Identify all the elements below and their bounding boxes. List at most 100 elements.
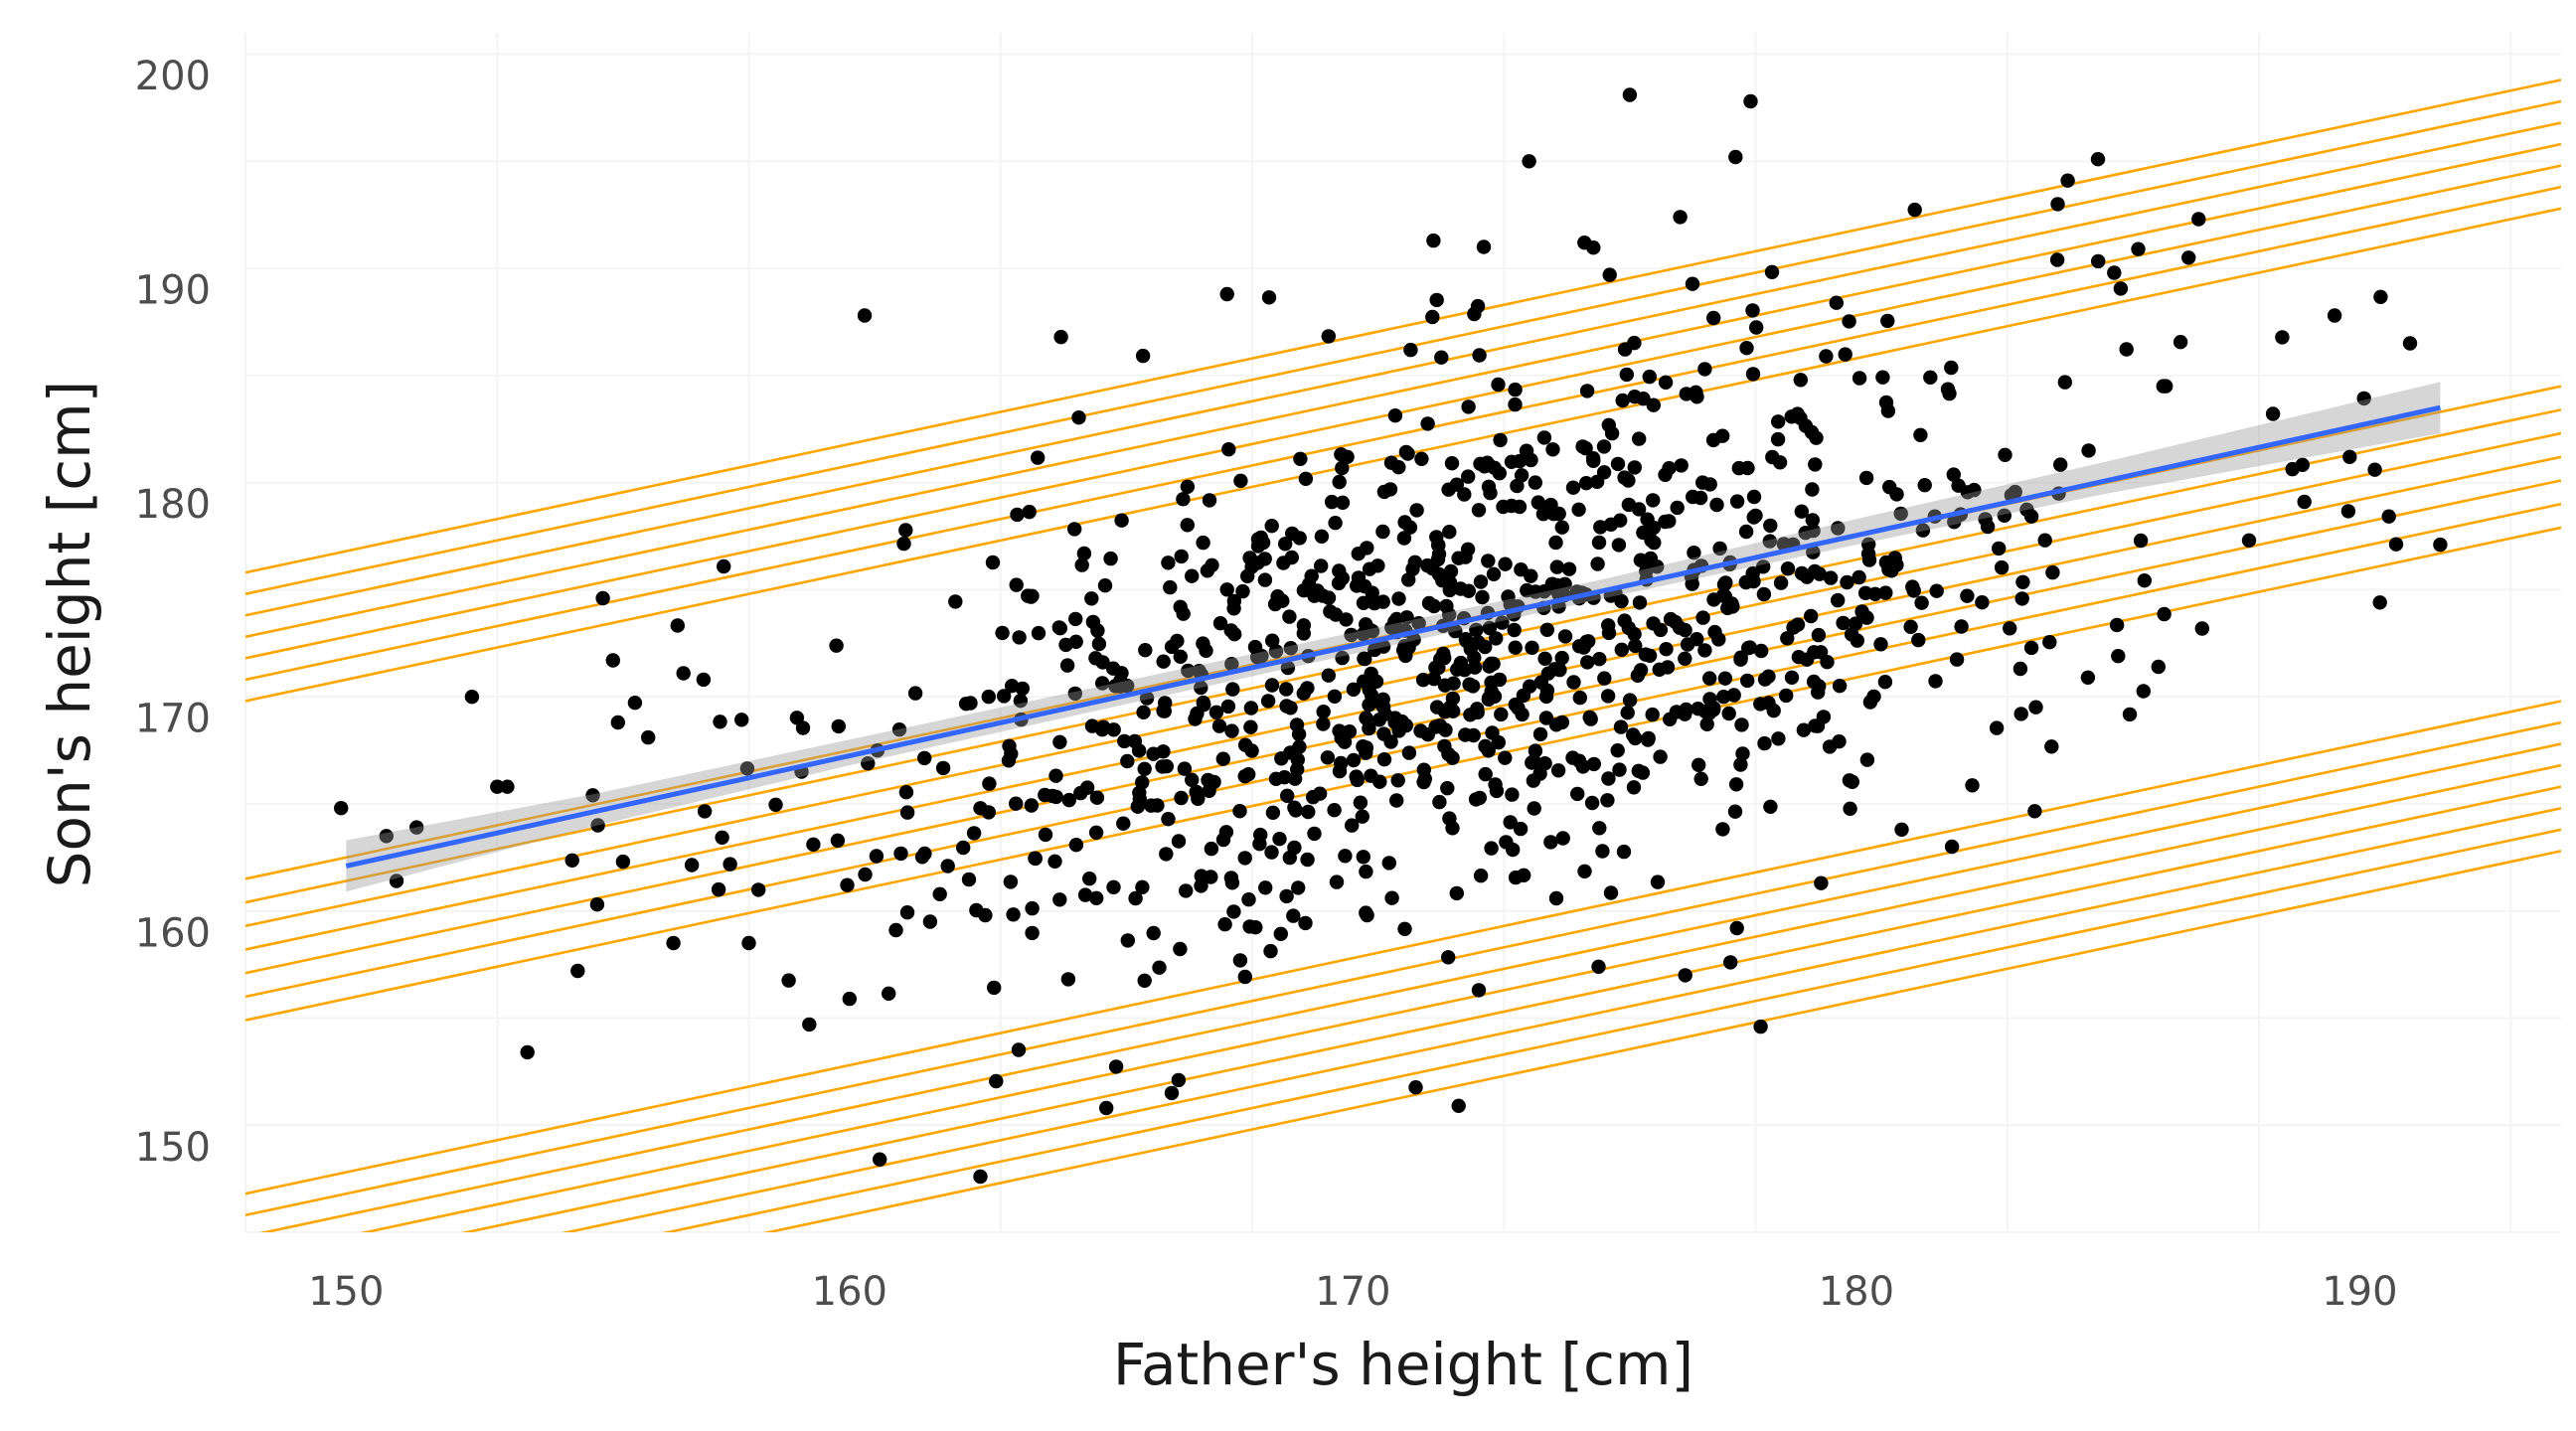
data-point	[1442, 811, 1457, 826]
data-point	[1498, 556, 1513, 571]
data-point	[1237, 769, 1252, 784]
data-point	[1761, 669, 1776, 684]
data-point	[1429, 292, 1444, 308]
data-point	[1766, 703, 1781, 718]
data-point	[1013, 694, 1029, 709]
data-point	[1031, 450, 1046, 465]
data-point	[1458, 632, 1474, 647]
data-point	[1653, 749, 1668, 764]
data-point	[1843, 801, 1857, 816]
data-point	[1550, 763, 1566, 778]
data-point	[1729, 920, 1744, 936]
data-point	[914, 850, 930, 865]
data-point	[829, 638, 844, 653]
parallel-line	[245, 142, 2561, 639]
data-point	[1513, 821, 1529, 837]
data-point	[1439, 598, 1454, 614]
data-point	[1858, 470, 1874, 486]
data-point	[1728, 149, 1743, 165]
data-point	[1739, 341, 1754, 356]
data-point	[1465, 679, 1481, 694]
data-point	[1401, 640, 1416, 655]
data-point	[1089, 790, 1105, 805]
data-point	[1545, 442, 1560, 457]
parallel-line	[360, 763, 2561, 1232]
data-point	[1662, 514, 1677, 529]
data-point	[1199, 643, 1213, 658]
data-point	[1733, 652, 1748, 667]
data-point	[711, 881, 726, 897]
data-point	[1690, 702, 1705, 716]
data-point	[1771, 731, 1786, 746]
data-point	[1117, 733, 1132, 749]
data-point	[2265, 406, 2281, 421]
data-point	[2023, 509, 2039, 524]
data-point	[1453, 581, 1468, 596]
data-point	[1226, 593, 1242, 609]
data-point	[2113, 281, 2129, 296]
data-point	[1670, 500, 1685, 516]
data-point	[1382, 482, 1398, 497]
data-point	[1486, 566, 1502, 581]
data-point	[1532, 726, 1548, 742]
data-point	[1460, 542, 1476, 556]
data-point	[1836, 615, 1851, 631]
data-point	[1644, 533, 1659, 548]
data-point	[1579, 384, 1595, 398]
data-point	[1296, 618, 1312, 633]
data-point	[1397, 921, 1412, 936]
data-point	[888, 922, 903, 938]
parallel-line	[662, 828, 2561, 1232]
data-point	[2081, 443, 2096, 458]
data-point	[1332, 723, 1347, 738]
data-point	[1481, 554, 1496, 568]
parallel-line	[245, 99, 2561, 595]
data-point	[1120, 753, 1135, 769]
data-point	[1426, 233, 1441, 248]
data-point	[1622, 693, 1638, 708]
x-axis-title: Father's height [cm]	[1113, 1331, 1693, 1398]
data-point	[1074, 557, 1089, 572]
data-point	[1146, 925, 1161, 941]
data-point	[1283, 641, 1299, 656]
data-point	[1235, 583, 1250, 599]
data-point	[1232, 953, 1248, 968]
data-point	[1810, 718, 1826, 733]
data-point	[1627, 460, 1643, 475]
data-point	[715, 830, 729, 845]
data-point	[1327, 689, 1343, 704]
data-point	[1390, 773, 1405, 788]
data-point	[858, 867, 873, 882]
data-point	[1105, 661, 1121, 676]
data-point	[1061, 792, 1077, 808]
data-point	[2285, 461, 2300, 477]
data-point	[1831, 592, 1846, 608]
data-point	[1504, 454, 1520, 469]
data-point	[1621, 497, 1637, 513]
data-point	[1442, 525, 1457, 540]
data-point	[1745, 367, 1761, 382]
data-point	[1158, 696, 1173, 711]
data-point	[1241, 892, 1256, 907]
data-point	[1473, 869, 1489, 883]
data-point	[1268, 644, 1284, 659]
data-point	[697, 804, 713, 819]
x-tick-label: 170	[1315, 1269, 1390, 1315]
data-point	[1173, 649, 1189, 664]
data-point	[1592, 652, 1607, 667]
data-point	[1524, 452, 1538, 468]
data-point	[1276, 556, 1291, 570]
data-point	[1522, 154, 1536, 169]
data-point	[1370, 558, 1385, 573]
data-point	[2028, 700, 2043, 715]
data-point	[1136, 705, 1151, 719]
data-point	[1006, 907, 1021, 922]
data-point	[1298, 915, 1313, 931]
data-point	[1840, 574, 1854, 590]
parallel-line	[245, 121, 2561, 617]
data-point	[1233, 473, 1248, 488]
data-point	[1878, 585, 1893, 600]
data-point	[1156, 654, 1171, 669]
data-point	[1265, 805, 1281, 820]
data-point	[956, 840, 971, 856]
